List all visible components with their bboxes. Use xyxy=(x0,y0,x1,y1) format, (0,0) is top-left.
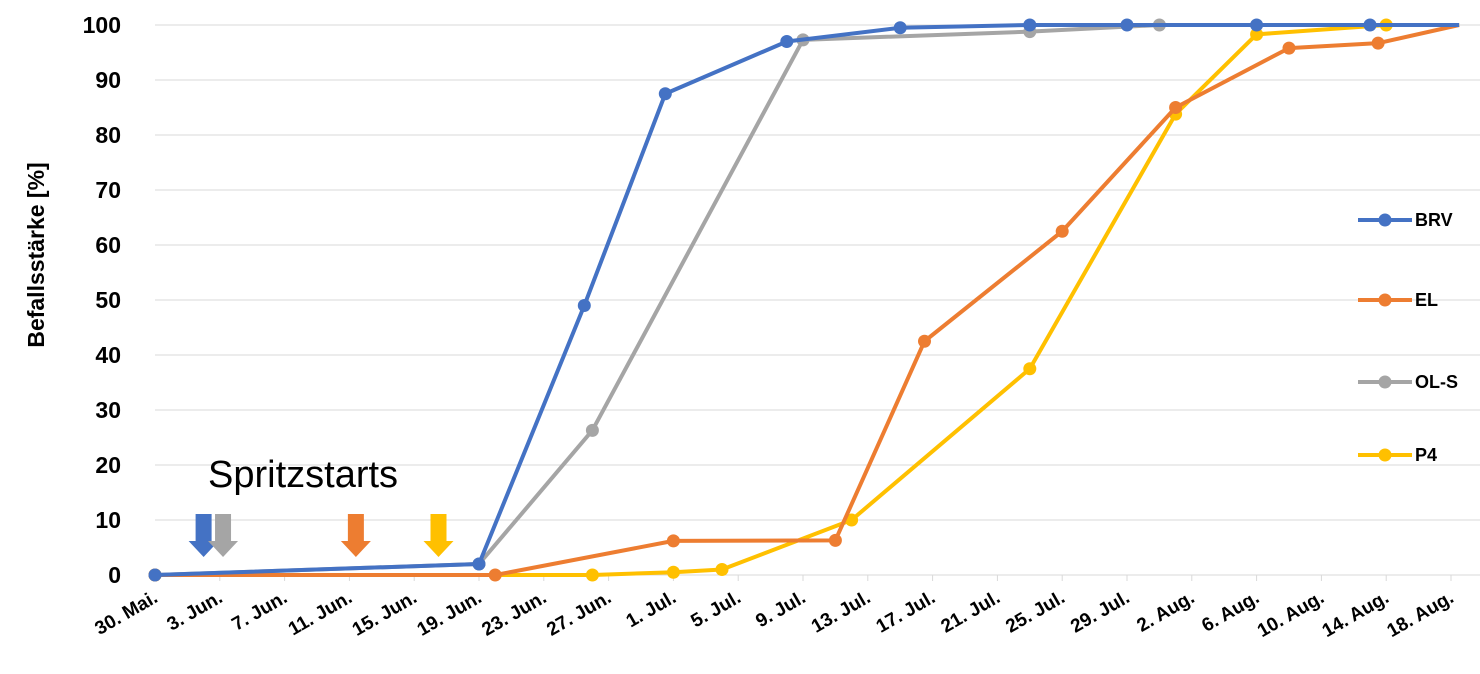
legend-swatch-marker xyxy=(1378,213,1392,227)
legend-label: P4 xyxy=(1415,445,1437,465)
y-tick-label: 90 xyxy=(95,67,121,93)
legend-swatch-marker xyxy=(1378,448,1392,462)
legend-swatch-marker xyxy=(1378,293,1392,307)
y-axis: 0 10 20 30 40 50 60 70 80 90 100 xyxy=(83,12,121,588)
series-line-el xyxy=(155,23,1460,577)
data-point xyxy=(1250,18,1264,32)
x-tick-label: 21. Jul. xyxy=(938,587,1004,637)
data-point xyxy=(666,565,680,579)
y-tick-label: 70 xyxy=(95,177,121,203)
x-tick-label: 14. Aug. xyxy=(1319,587,1393,642)
data-point xyxy=(1120,18,1134,32)
data-point xyxy=(1250,27,1264,41)
series-el xyxy=(148,23,1460,582)
x-tick-label: 7. Jun. xyxy=(228,587,291,635)
legend-label: EL xyxy=(1415,290,1438,310)
y-axis-label: Befallsstärke [%] xyxy=(23,162,49,347)
y-tick-label: 50 xyxy=(95,287,121,313)
y-tick-label: 80 xyxy=(95,122,121,148)
data-point xyxy=(1282,41,1296,55)
x-tick-label: 25. Jul. xyxy=(1002,587,1068,637)
x-tick-label: 27. Jun. xyxy=(543,587,615,641)
legend-item-el: EL xyxy=(1358,290,1438,310)
legend: BRV EL OL-S P4 xyxy=(1358,210,1458,465)
data-point xyxy=(828,533,842,547)
y-tick-label: 40 xyxy=(95,342,121,368)
data-point xyxy=(1169,101,1183,114)
data-point xyxy=(780,35,794,48)
data-point xyxy=(585,423,599,437)
data-point xyxy=(585,568,599,582)
arrow-down-icon xyxy=(340,514,371,557)
x-tick-label: 13. Jul. xyxy=(808,587,874,637)
y-tick-label: 10 xyxy=(95,507,121,533)
data-point xyxy=(488,568,502,582)
legend-swatch-marker xyxy=(1378,375,1392,389)
x-axis: 30. Mai. 3. Jun. 7. Jun.11. Jun.15. Jun.19… xyxy=(92,574,1480,642)
legend-label: OL-S xyxy=(1415,372,1458,392)
data-point xyxy=(1023,362,1037,376)
x-tick-label: 15. Jun. xyxy=(349,587,421,641)
spritzstarts-annotation: Spritzstarts xyxy=(208,454,398,496)
arrow-down-icon xyxy=(423,514,454,557)
legend-item-p4: P4 xyxy=(1358,445,1437,465)
spray-start-arrows xyxy=(188,514,454,557)
x-tick-label: 29. Jul. xyxy=(1067,587,1133,637)
legend-item-ol-s: OL-S xyxy=(1358,372,1458,392)
y-tick-label: 60 xyxy=(95,232,121,258)
x-tick-label: 23. Jun. xyxy=(479,587,551,641)
data-point xyxy=(666,534,680,548)
y-tick-label: 0 xyxy=(108,562,121,588)
data-point xyxy=(893,21,907,35)
legend-item-brv: BRV xyxy=(1358,210,1453,230)
x-tick-label: 1. Jul. xyxy=(623,587,680,632)
x-tick-label: 3. Jun. xyxy=(164,587,227,635)
x-tick-label: 17. Jul. xyxy=(873,587,939,637)
x-tick-label: 30. Mai. xyxy=(92,587,162,640)
data-point xyxy=(715,563,729,576)
data-point xyxy=(148,568,162,582)
y-tick-label: 100 xyxy=(83,12,121,38)
x-tick-label: 5. Jul. xyxy=(688,587,745,632)
x-tick-label: 18. Aug. xyxy=(1384,587,1458,642)
gridlines xyxy=(155,24,1480,521)
series-group xyxy=(148,18,1460,582)
y-tick-label: 30 xyxy=(95,397,121,423)
arrow-down-icon xyxy=(208,514,239,557)
x-tick-label: 6. Aug. xyxy=(1198,587,1263,637)
x-tick-label: 10. Aug. xyxy=(1254,587,1328,642)
data-point xyxy=(1055,224,1069,238)
x-tick-label: 9. Jul. xyxy=(752,587,809,632)
x-tick-label: 19. Jun. xyxy=(414,587,486,641)
data-point xyxy=(658,87,672,101)
data-point xyxy=(845,513,859,527)
series-brv xyxy=(148,18,1460,582)
legend-label: BRV xyxy=(1415,210,1453,230)
x-tick-label: 2. Aug. xyxy=(1134,587,1199,637)
x-tick-label: 11. Jun. xyxy=(285,587,356,640)
data-point xyxy=(1363,18,1377,32)
data-point xyxy=(1371,36,1385,50)
series-line-p4 xyxy=(155,23,1460,577)
y-tick-label: 20 xyxy=(95,452,121,478)
data-point xyxy=(1023,18,1037,32)
data-point xyxy=(918,334,931,348)
data-point xyxy=(472,557,486,571)
arrow-down-icon xyxy=(188,514,219,557)
data-point xyxy=(577,299,591,312)
